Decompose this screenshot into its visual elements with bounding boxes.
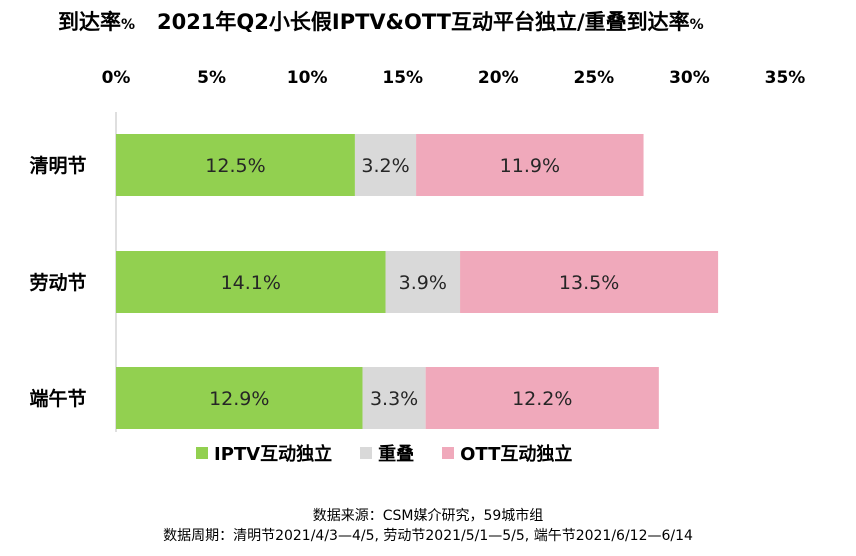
legend-item: IPTV互动独立: [196, 440, 332, 466]
category-label: 清明节: [29, 154, 86, 177]
data-label: 3.9%: [399, 272, 447, 294]
bar-segment: [116, 251, 386, 313]
data-label: 12.5%: [205, 155, 265, 177]
title-prefix-unit: %: [121, 17, 136, 33]
x-tick-label: 15%: [382, 68, 423, 88]
title-main: 2021年Q2小长假IPTV&OTT互动平台独立/重叠到达率: [156, 10, 690, 34]
x-tick-label: 20%: [478, 68, 519, 88]
bar-segment: [385, 251, 461, 313]
category-label: 劳动节: [29, 271, 86, 294]
title-prefix: 到达率: [58, 10, 121, 34]
data-label: 3.2%: [361, 155, 409, 177]
legend-item: 重叠: [360, 440, 414, 466]
x-tick-label: 0%: [102, 68, 131, 88]
data-label: 3.3%: [370, 388, 418, 410]
data-label: 13.5%: [559, 272, 619, 294]
x-tick-label: 30%: [669, 68, 710, 88]
data-label: 11.9%: [500, 155, 560, 177]
x-tick-label: 35%: [765, 68, 806, 88]
legend-label: OTT互动独立: [460, 444, 573, 465]
bar-segment: [116, 134, 355, 196]
bar-segment: [416, 134, 644, 196]
legend-item: OTT互动独立: [442, 440, 572, 466]
legend-swatch: [442, 447, 455, 459]
bar-segment: [362, 367, 426, 429]
chart-plot: 0% 5% 10% 15% 20% 25% 30% 35% 清明节 12.5% 3.2% 11.9% 劳…: [29, 68, 806, 432]
chart-title: 到达率% 2021年Q2小长假IPTV&OTT互动平台独立/重叠到达率%: [0, 6, 856, 36]
bar-segment: [425, 367, 659, 429]
category-label: 端午节: [29, 387, 86, 410]
data-label: 14.1%: [221, 272, 281, 294]
legend-label: 重叠: [378, 444, 415, 465]
legend-swatch: [360, 447, 373, 459]
x-tick-label: 10%: [287, 68, 328, 88]
chart-legend: IPTV互动独立 重叠 OTT互动独立: [196, 440, 572, 466]
legend-label: IPTV互动独立: [214, 444, 333, 465]
x-tick-label: 25%: [574, 68, 615, 88]
x-tick-label: 5%: [197, 68, 226, 88]
legend-swatch: [196, 447, 208, 459]
data-label: 12.2%: [512, 388, 572, 410]
source-note: 数据来源：CSM媒介研究，59城市组: [312, 508, 544, 524]
bar-segment: [460, 251, 719, 313]
title-suffix-unit: %: [689, 17, 704, 33]
bar-segment: [354, 134, 417, 196]
data-label: 12.9%: [209, 388, 269, 410]
period-note: 数据周期：清明节2021/4/3—4/5, 劳动节2021/5/1—5/5, 端…: [163, 528, 693, 544]
bar-segment: [116, 367, 363, 429]
